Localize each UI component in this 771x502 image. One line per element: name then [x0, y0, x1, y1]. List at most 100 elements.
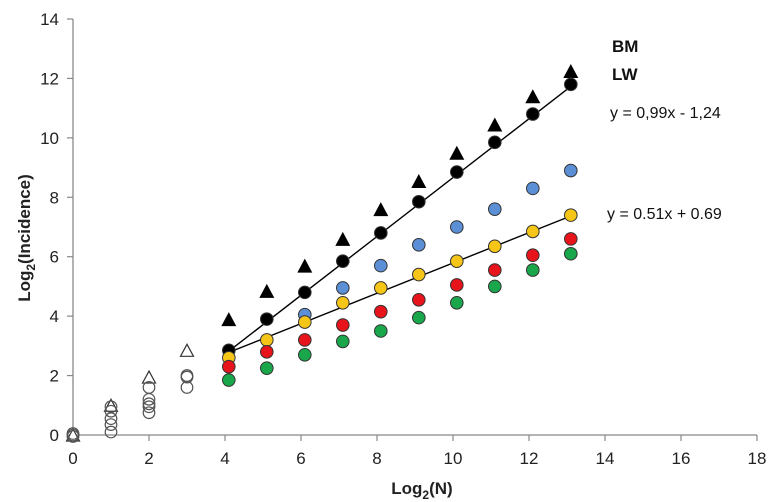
data-point-circle — [450, 278, 464, 292]
data-point-open-circle — [142, 392, 156, 406]
y-tick-label: 6 — [50, 248, 59, 267]
data-point-circle — [336, 318, 350, 332]
data-point-circle — [564, 246, 578, 261]
data-point-circle — [374, 281, 388, 295]
data-point-circle — [450, 165, 464, 179]
data-point-open-circle — [142, 397, 156, 411]
data-point-circle — [374, 226, 388, 240]
data-point-circle — [450, 254, 464, 268]
data-points — [65, 64, 579, 443]
data-point-open-circle — [66, 430, 80, 443]
data-point-circle — [336, 334, 350, 349]
x-axis-title: Log2(N) — [391, 479, 452, 502]
y-tick-label: 8 — [50, 188, 59, 207]
data-point-circle — [488, 239, 502, 254]
data-point-circle — [298, 285, 312, 300]
data-point-circle — [222, 359, 236, 374]
data-point-open-triangle — [141, 369, 157, 384]
y-tick-label: 4 — [50, 307, 59, 326]
y-tick-label: 12 — [40, 69, 59, 88]
data-point-triangle — [563, 64, 579, 78]
data-point-triangle — [487, 117, 503, 132]
data-point-circle — [488, 135, 502, 150]
data-point-circle — [412, 310, 426, 325]
x-tick-label: 2 — [144, 449, 153, 468]
data-point-circle — [564, 208, 578, 222]
x-tick-label: 0 — [68, 449, 77, 468]
data-point-triangle — [335, 231, 351, 246]
data-point-circle — [374, 258, 388, 273]
data-point-circle — [526, 263, 540, 277]
x-tick-label: 4 — [220, 449, 229, 468]
data-point-circle — [374, 324, 388, 338]
data-point-circle — [450, 295, 464, 310]
data-point-circle — [298, 333, 312, 347]
trendline-equation-lower: y = 0.51x + 0.69 — [607, 206, 722, 223]
data-point-circle — [298, 347, 312, 362]
data-point-circle — [412, 238, 426, 252]
data-point-circle — [488, 202, 502, 216]
trendlines — [228, 85, 572, 354]
data-point-circle — [374, 304, 388, 319]
x-tick-label: 18 — [748, 449, 767, 468]
data-point-circle — [298, 315, 312, 329]
axes — [72, 19, 757, 436]
data-point-circle — [564, 232, 578, 246]
y-tick-label: 2 — [50, 367, 59, 386]
data-point-circle — [336, 295, 350, 310]
x-tick-label: 16 — [672, 449, 691, 468]
y-tick-label: 0 — [50, 426, 59, 445]
data-point-open-circle — [142, 406, 156, 420]
data-point-circle — [260, 312, 274, 326]
trendline-equation-upper: y = 0,99x - 1,24 — [610, 105, 721, 122]
data-point-circle — [260, 345, 274, 359]
legend-label-lw: LW — [612, 65, 638, 84]
data-point-triangle — [221, 312, 237, 327]
trendline — [228, 215, 572, 354]
data-point-open-circle — [104, 412, 118, 426]
data-point-open-circle — [104, 425, 118, 439]
data-point-open-circle — [104, 404, 118, 418]
ticks: 0 2 4 6 8 10 12 14 16 18 0 2 4 6 8 10 12 14 — [40, 10, 766, 468]
data-point-circle — [336, 281, 350, 295]
data-point-open-circle — [66, 427, 80, 440]
data-point-circle — [222, 373, 236, 387]
data-point-circle — [488, 263, 502, 277]
data-point-circle — [488, 279, 502, 294]
data-point-circle — [412, 194, 426, 209]
data-point-circle — [526, 224, 540, 239]
data-point-open-circle — [104, 418, 118, 432]
x-tick-label: 10 — [444, 449, 463, 468]
data-point-open-circle — [180, 370, 194, 384]
data-point-circle — [412, 267, 426, 282]
data-point-triangle — [411, 173, 427, 188]
data-point-circle — [526, 107, 540, 121]
x-tick-label: 6 — [296, 449, 305, 468]
trendline — [228, 85, 572, 352]
data-point-circle — [564, 163, 578, 178]
y-tick-label: 10 — [40, 129, 59, 148]
data-point-triangle — [373, 202, 389, 217]
data-point-circle — [564, 77, 578, 92]
y-axis-title: Log2(Incidence) — [15, 174, 38, 302]
x-tick-label: 12 — [520, 449, 539, 468]
data-point-circle — [260, 361, 274, 375]
legend-label-bm: BM — [612, 37, 638, 56]
data-point-circle — [526, 181, 540, 196]
data-point-triangle — [525, 89, 541, 104]
data-point-circle — [450, 220, 464, 234]
data-point-open-circle — [180, 381, 194, 394]
data-point-open-circle — [142, 400, 156, 414]
data-point-circle — [526, 248, 540, 263]
data-point-circle — [412, 293, 426, 307]
y-tick-label: 14 — [40, 10, 59, 29]
data-point-triangle — [449, 145, 465, 160]
data-point-open-triangle — [179, 343, 195, 357]
data-point-triangle — [297, 258, 313, 273]
data-point-circle — [336, 254, 350, 268]
data-point-triangle — [259, 283, 275, 298]
data-point-circle — [260, 333, 274, 347]
x-tick-label: 14 — [596, 449, 615, 468]
x-tick-label: 8 — [372, 449, 381, 468]
